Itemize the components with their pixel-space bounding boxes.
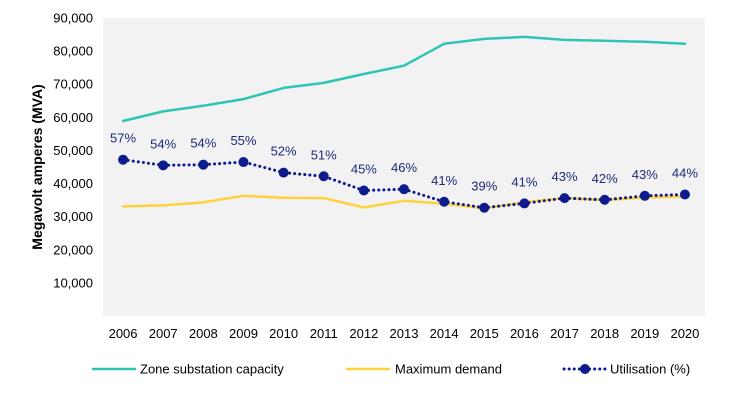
utilisation-point	[439, 196, 450, 207]
utilisation-point	[278, 167, 289, 178]
utilisation-data-label: 43%	[632, 167, 658, 182]
y-tick-label: 60,000	[53, 110, 93, 125]
utilisation-point	[479, 202, 490, 213]
utilisation-point	[358, 185, 369, 196]
x-tick-label: 2016	[510, 326, 539, 341]
legend: Zone substation capacity Maximum demand Ut…	[91, 362, 690, 377]
legend-label-3: Utilisation (%)	[610, 362, 690, 377]
x-tick-label: 2019	[630, 326, 659, 341]
utilisation-point	[318, 171, 329, 182]
utilisation-data-label: 45%	[351, 162, 377, 177]
x-tick-label: 2010	[269, 326, 298, 341]
x-tick-label: 2008	[189, 326, 218, 341]
x-tick-label: 2007	[149, 326, 178, 341]
x-tick-label: 2011	[310, 326, 338, 341]
utilisation-data-label: 46%	[391, 160, 417, 175]
x-tick-label: 2017	[550, 326, 579, 341]
y-tick-label: 70,000	[53, 77, 93, 92]
x-tick-label: 2018	[590, 326, 619, 341]
utilisation-point	[118, 154, 129, 165]
utilisation-data-label: 54%	[190, 136, 216, 151]
y-tick-label: 50,000	[53, 143, 93, 158]
legend-marker	[580, 364, 590, 374]
x-tick-label: 2006	[109, 326, 138, 341]
x-tick-label: 2009	[229, 326, 258, 341]
series-layer	[118, 35, 690, 213]
y-tick-label: 90,000	[53, 11, 93, 26]
y-tick-label: 10,000	[53, 275, 93, 290]
utilisation-point	[559, 193, 570, 204]
series-line-1	[121, 35, 687, 123]
utilisation-point	[198, 159, 209, 170]
utilisation-data-label: 54%	[150, 136, 176, 151]
y-tick-label: 30,000	[53, 209, 93, 224]
y-tick-label: 20,000	[53, 242, 93, 257]
utilisation-data-label: 41%	[511, 174, 537, 189]
utilisation-point	[639, 190, 650, 201]
utilisation-point	[679, 189, 690, 200]
x-tick-label: 2014	[430, 326, 459, 341]
utilisation-point	[399, 184, 409, 195]
y-axis-label: Megavolt amperes (MVA)	[29, 84, 45, 249]
legend-label-1: Zone substation capacity	[140, 362, 284, 377]
y-tick-label: 40,000	[53, 176, 93, 191]
utilisation-data-label: 55%	[230, 133, 256, 148]
utilisation-data-label: 51%	[311, 147, 337, 162]
utilisation-data-label: 39%	[471, 179, 497, 194]
y-tick-label: 80,000	[53, 44, 93, 59]
x-tick-label: 2015	[470, 326, 499, 341]
data-labels: 57% 54% 54% 55% 52% 51% 45% 46% 41% 39% 41% 43% 42% 4…	[110, 131, 698, 194]
x-axis-ticks: 2006 2007 2008 2009 2010 2011 2012 2013 2014 2015…	[109, 326, 700, 341]
utilisation-data-label: 42%	[592, 171, 618, 186]
utilisation-data-label: 43%	[552, 169, 578, 184]
utilisation-data-label: 57%	[110, 131, 136, 146]
utilisation-data-label: 44%	[672, 165, 698, 180]
utilisation-point	[519, 198, 530, 209]
x-tick-label: 2012	[349, 326, 378, 341]
utilisation-data-label: 52%	[271, 144, 297, 159]
y-axis-ticks: 10,000 20,000 30,000 40,000 50,000 60,000 70,0…	[53, 11, 93, 291]
x-tick-label: 2020	[670, 326, 699, 341]
utilisation-data-label: 41%	[431, 173, 457, 188]
utilisation-point	[599, 194, 610, 205]
x-tick-label: 2013	[390, 326, 419, 341]
legend-label-2: Maximum demand	[395, 362, 502, 377]
utilisation-point	[158, 160, 169, 171]
utilisation-point	[238, 157, 249, 168]
